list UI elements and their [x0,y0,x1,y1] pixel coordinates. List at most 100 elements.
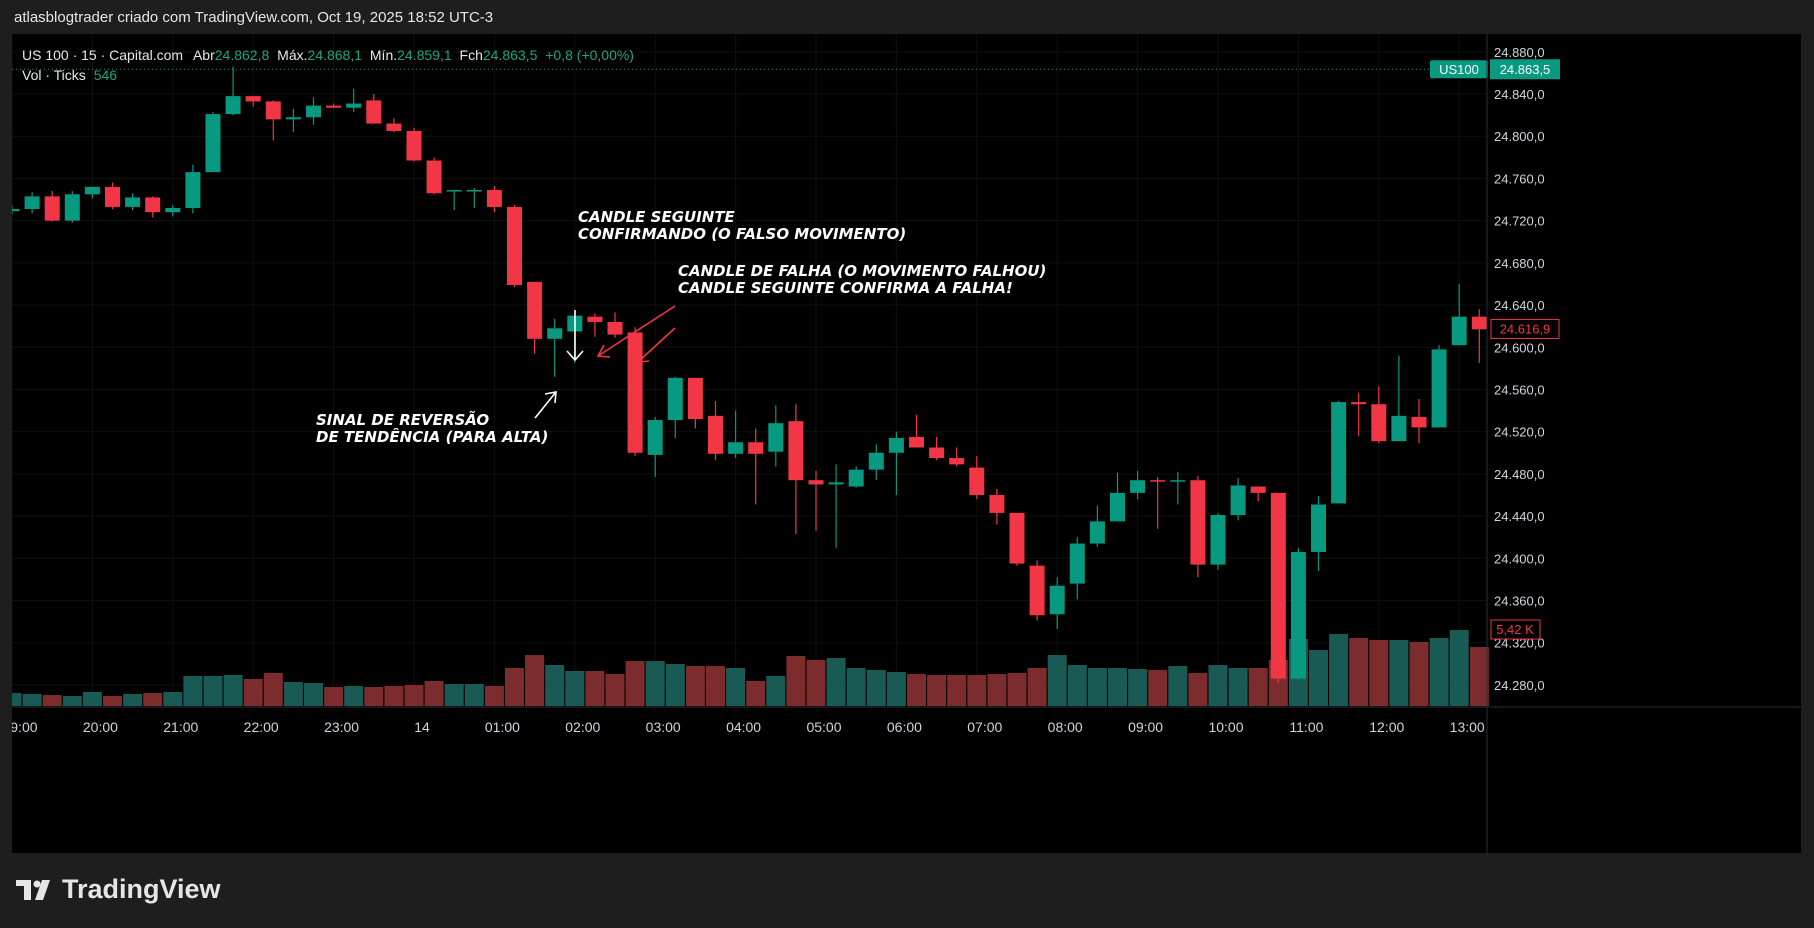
candle-64 [1290,547,1306,680]
volume-bar-11 [223,675,243,706]
volume-bar-28 [565,671,585,706]
y-tick-label-10: 24.480,0 [1494,467,1545,482]
x-tick-label-8: 03:00 [646,719,681,735]
volume-bar-39 [786,656,806,706]
candle-9 [185,164,201,214]
annotation-failure: CANDLE DE FALHA (O MOVIMENTO FALHOU) CAND… [678,262,1046,297]
x-tick-label-13: 08:00 [1048,719,1083,735]
candle-2 [44,191,60,222]
annotation-reversal-line-0: SINAL DE REVERSÃO [316,410,489,429]
annotation-confirm-line-1: CONFIRMANDO (O FALSO MOVIMENTO) [578,225,906,243]
volume-bar-6 [123,694,143,706]
legend-open-value: 24.862,8 [214,47,270,63]
volume-bar-29 [585,671,605,706]
candle-17 [346,88,362,112]
candle-body-67 [1351,402,1367,405]
volume-bar-45 [907,674,926,706]
candle-body-59 [1190,480,1206,565]
candle-40 [808,470,824,531]
candle-body-33 [667,377,683,421]
candle-body-18 [366,100,382,124]
candle-body-46 [929,447,945,459]
volume-bar-16 [324,687,344,706]
candle-body-10 [205,114,221,173]
annotation-confirm: CANDLE SEGUINTE CONFIRMANDO (O FALSO MOVI… [578,208,906,243]
volume-bar-15 [304,683,323,706]
y-tick-label-2: 24.800,0 [1494,129,1545,144]
candle-body-31 [627,332,643,453]
candle-52 [1049,577,1065,629]
candle-42 [848,466,864,488]
x-tick-label-16: 11:00 [1289,719,1323,735]
candle-body-5 [105,186,120,207]
candle-body-26 [527,281,543,339]
candle-34 [687,377,703,429]
volume-bar-18 [364,687,384,706]
candle-body-73 [1471,316,1487,330]
volume-bar-46 [927,675,947,706]
symbol-tag-bg [1430,60,1488,79]
tradingview-logo[interactable]: TradingView [16,874,221,905]
y-tick-label-6: 24.640,0 [1494,298,1545,313]
x-tick-label-2: 21:00 [163,719,198,735]
current-price-tag-bg [1490,59,1560,80]
candle-body-38 [768,423,784,452]
x-tick-label-12: 07:00 [967,719,1002,735]
arrow-red-2 [637,327,676,363]
candles [12,66,1487,683]
x-tick-label-1: 20:00 [83,719,118,735]
volume-bar-31 [625,661,645,706]
volume-bar-25 [505,668,524,706]
candle-body-12 [245,96,261,102]
time-axis: 19:00 20:00 21:00 22:00 23:00 14 01:00 02:00 03:… [12,706,1801,735]
candlestick-chart[interactable]: US100 24.880,024.840,024.800,024.760,024… [12,34,1801,853]
legend-symbol[interactable]: US 100 · 15 · Capital.com [22,47,184,63]
volume-bar-13 [263,673,283,706]
candle-16 [326,103,342,108]
candle-65 [1311,496,1326,571]
candle-body-8 [165,207,181,213]
volume-bar-60 [1208,665,1228,706]
legend-ohlc-row: US 100 · 15 · Capital.com Abr24.862,8 Má… [22,45,634,65]
volume-bar-34 [685,666,705,706]
volume-bar-0 [12,693,22,706]
candle-45 [909,414,924,448]
candle-51 [1029,560,1045,621]
chart-caption: atlasblogtrader criado com TradingView.c… [14,9,494,26]
arrow-up-white [534,391,557,419]
candle-body-17 [346,103,362,108]
volume-bar-51 [1027,668,1047,706]
candle-body-60 [1210,515,1226,565]
candle-body-54 [1089,521,1105,544]
legend-close-label: Fch [459,47,483,63]
candle-41 [828,464,844,548]
candle-56 [1130,470,1146,500]
x-tick-label-15: 10:00 [1208,719,1243,735]
candle-4 [84,186,100,199]
y-tick-label-8: 24.560,0 [1494,382,1545,397]
y-tick-label-7: 24.600,0 [1494,340,1545,355]
candle-body-47 [949,458,965,465]
legend-volume-label[interactable]: Vol · Ticks [22,67,86,83]
volume-bar-2 [42,695,62,706]
x-tick-label-5: 14 [414,719,430,735]
candle-35 [708,401,723,461]
chart-panel[interactable] [12,34,1801,853]
candle-11 [225,66,241,116]
candle-body-39 [788,421,804,481]
candle-38 [768,405,784,467]
candle-21 [426,157,442,195]
candle-body-70 [1411,416,1427,428]
candle-63 [1270,492,1286,683]
legend-high-value: 24.868,1 [307,47,363,63]
volume-bar-59 [1188,673,1208,706]
candle-body-7 [145,197,161,213]
annotation-reversal: SINAL DE REVERSÃO DE TENDÊNCIA (PARA ALTA… [316,410,548,446]
candle-8 [165,204,181,217]
volume-bar-73 [1469,647,1489,706]
candle-body-69 [1391,415,1407,442]
candle-66 [1331,401,1347,504]
annotation-reversal-line-1: DE TENDÊNCIA (PARA ALTA) [316,427,548,446]
candle-12 [245,96,261,107]
x-tick-label-9: 04:00 [726,719,761,735]
